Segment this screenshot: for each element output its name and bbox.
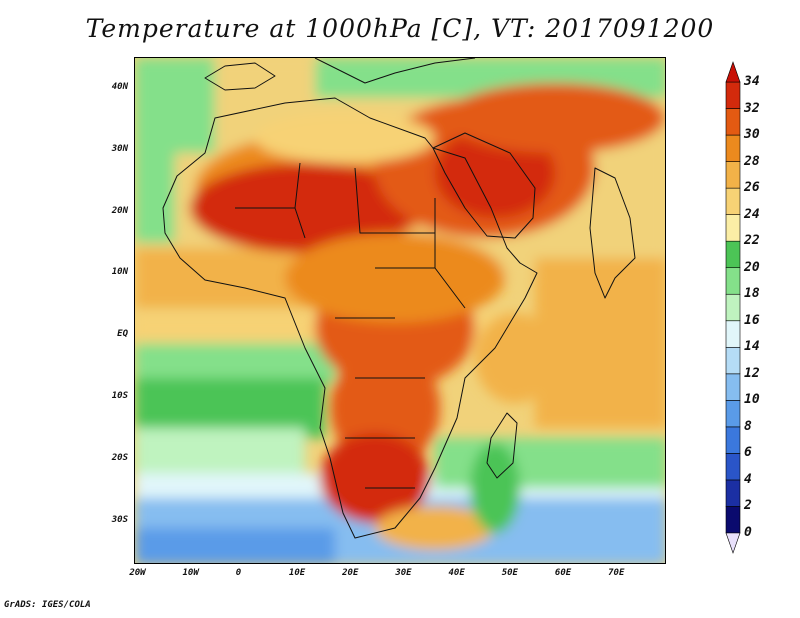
colorbar-level-label: 20 — [744, 259, 760, 275]
colorbar-level-label: 16 — [744, 312, 760, 328]
lat-tick-label: 20S — [111, 452, 128, 463]
colorbar-level-label: 8 — [744, 418, 752, 434]
colorbar-level-label: 24 — [744, 206, 760, 222]
colorbar-over-arrow — [725, 61, 741, 83]
colorbar-level-label: 22 — [744, 233, 760, 249]
colorbar-level-label: 0 — [744, 525, 752, 540]
colorbar-swatch — [725, 426, 741, 454]
colorbar-level-label: 4 — [744, 471, 752, 487]
colorbar-swatch — [725, 346, 741, 375]
colorbar-level-label: 34 — [744, 74, 760, 89]
colorbar-swatch — [725, 506, 741, 534]
colorbar-level-label: 30 — [744, 127, 760, 143]
lon-tick-label: 40E — [448, 568, 465, 578]
colorbar-level-label: 12 — [744, 365, 760, 381]
lon-tick-label: 60E — [554, 568, 572, 578]
colorbar-swatch — [725, 240, 741, 269]
colorbar-swatch — [725, 108, 741, 136]
temperature-map — [134, 57, 666, 564]
lat-tick-label: EQ — [117, 329, 128, 340]
colorbar-swatch — [725, 81, 741, 109]
colorbar-swatch — [725, 320, 741, 348]
colorbar-swatch — [725, 267, 741, 295]
lon-tick-label: 20E — [342, 568, 359, 578]
colorbar-swatch — [725, 214, 741, 242]
map-title: Temperature at 1000hPa [C], VT: 20170912… — [85, 14, 715, 43]
colorbar-level-label: 28 — [744, 153, 760, 169]
colorbar-level-label: 26 — [744, 180, 760, 196]
lat-tick-label: 20N — [111, 205, 128, 216]
lon-tick-label: 10W — [182, 568, 199, 578]
lon-tick-label: 50E — [501, 568, 518, 578]
colorbar-level-label: 14 — [744, 339, 760, 355]
colorbar-swatch — [725, 373, 741, 401]
colorbar-level-label: 6 — [744, 445, 752, 461]
lon-tick-label: 0 — [235, 568, 242, 578]
lon-tick-label: 70E — [608, 568, 625, 578]
colorbar-level-label: 32 — [744, 100, 760, 116]
colorbar-swatch — [725, 293, 741, 322]
colorbar-level-label: 10 — [744, 392, 760, 408]
colorbar-level-label: 18 — [744, 286, 760, 302]
colorbar-swatch — [725, 453, 741, 481]
lat-tick-label: 10N — [111, 267, 128, 278]
lat-tick-label: 30N — [111, 143, 128, 154]
colorbar-swatch — [725, 134, 741, 162]
colorbar-swatch — [725, 479, 741, 507]
credit-text: GrADS: IGES/COLA — [4, 600, 91, 610]
colorbar-under-arrow — [725, 532, 741, 554]
colorbar-swatch — [725, 161, 741, 189]
lon-tick-label: 20W — [129, 568, 146, 578]
lat-tick-label: 10S — [111, 391, 128, 402]
colorbar-swatch — [725, 400, 741, 428]
coastlines-borders — [162, 58, 636, 539]
colorbar-swatch — [725, 187, 741, 215]
lon-tick-label: 30E — [395, 568, 412, 578]
lon-tick-label: 10E — [288, 568, 306, 578]
lat-tick-label: 30S — [111, 514, 128, 525]
lat-tick-label: 40N — [111, 81, 128, 92]
colorbar-level-label: 2 — [744, 498, 752, 514]
